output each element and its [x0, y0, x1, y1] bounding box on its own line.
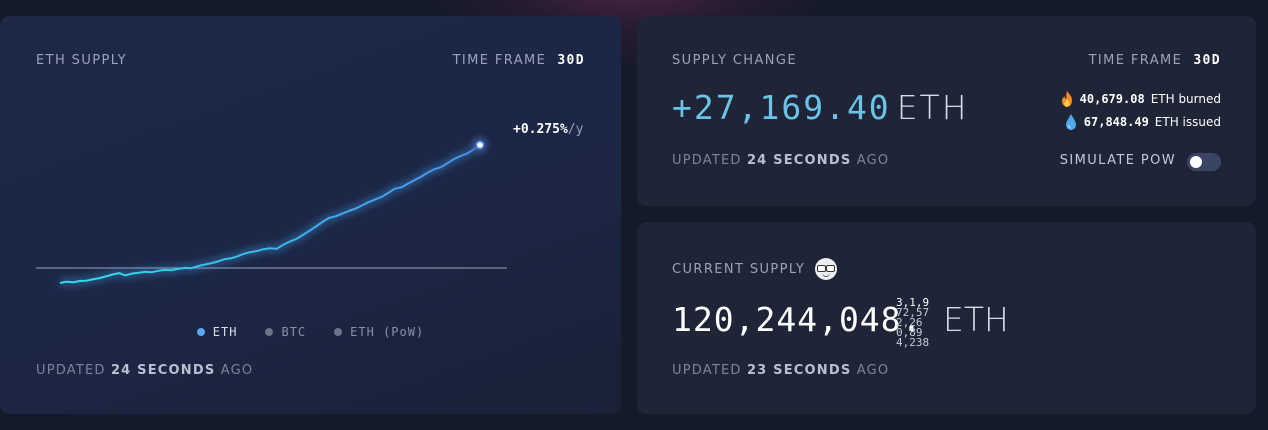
fire-icon: [1061, 91, 1072, 107]
legend-item-btc[interactable]: BTC: [265, 325, 306, 339]
supply-change-unit: ETH: [896, 88, 969, 127]
issued-label: ETH issued: [1154, 115, 1221, 129]
updated-prefix: UPDATED: [672, 363, 742, 378]
issued-value: 67,848.49: [1083, 115, 1149, 129]
updated-suffix: AGO: [220, 363, 254, 378]
fraction-line: 4,238: [896, 336, 930, 349]
current-supply-integer: 120,244,048.: [672, 300, 923, 339]
updated-status: UPDATED 24 SECONDS AGO: [36, 363, 253, 378]
updated-prefix: UPDATED: [672, 153, 742, 168]
supply-change-card: SUPPLY CHANGE TIME FRAME 30d +27,169.40 E…: [637, 16, 1256, 206]
eth-supply-chart: [36, 132, 507, 286]
simulate-pow-label: SIMULATE PoW: [1059, 153, 1176, 168]
growth-rate-value: +0.275%: [513, 122, 568, 137]
droplet-icon: [1065, 114, 1076, 130]
fraction-line: 72,57: [896, 306, 930, 319]
updated-status: UPDATED 24 SECONDS AGO: [672, 153, 889, 168]
current-supply-title: CURRENT SUPPLY: [672, 262, 806, 277]
supply-change-amount: +27,169.40 ETH: [672, 88, 969, 127]
fraction-line: 3,1,9: [896, 296, 930, 309]
supply-change-value: +27,169.40: [672, 88, 891, 127]
burned-value: 40,679.08: [1079, 92, 1145, 106]
series-line-eth: [59, 144, 481, 284]
legend-label-btc: BTC: [281, 325, 307, 339]
timeframe-value[interactable]: 30d: [557, 53, 585, 68]
growth-rate-unit: /y: [567, 122, 584, 137]
timeframe-value[interactable]: 30d: [1193, 53, 1221, 68]
issued-row: 67,848.49 ETH issued: [1064, 114, 1221, 130]
legend-dot-btc: [265, 328, 274, 336]
legend-label-eth: ETH: [212, 325, 238, 339]
burned-label: ETH burned: [1150, 92, 1221, 106]
updated-prefix: UPDATED: [36, 363, 106, 378]
nerd-face-icon: [815, 258, 837, 280]
updated-status: UPDATED 23 SECONDS AGO: [672, 363, 889, 378]
series-line-glow: [59, 142, 482, 286]
legend-item-eth-pow[interactable]: ETH (PoW): [334, 325, 424, 339]
burned-row: 40,679.08 ETH burned: [1060, 91, 1221, 107]
updated-time: 23 SECONDS: [746, 363, 852, 378]
updated-time: 24 SECONDS: [110, 363, 216, 378]
fraction-line: 0,89: [896, 326, 923, 339]
supply-change-title: SUPPLY CHANGE: [672, 53, 797, 68]
latest-point-marker: [475, 140, 485, 150]
updated-suffix: AGO: [856, 153, 890, 168]
legend-label-eth-pow: ETH (PoW): [350, 325, 425, 339]
eth-supply-title: ETH SUPPLY: [36, 53, 127, 68]
eth-supply-card: ETH SUPPLY TIME FRAME 30d +0.275%/y: [0, 16, 621, 414]
fraction-line: 2,26: [896, 316, 923, 329]
current-supply-unit: ETH: [943, 300, 1009, 339]
supply-fraction-digits: 3,1,9 72,57 2,26 0,89 4,238: [896, 296, 930, 349]
current-supply-card: CURRENT SUPPLY 120,244,048. 3,1,9 72,57 …: [637, 222, 1256, 414]
simulate-pow-toggle[interactable]: [1187, 153, 1221, 171]
legend-dot-eth-pow: [334, 328, 343, 336]
legend-item-eth[interactable]: ETH: [196, 325, 238, 339]
updated-suffix: AGO: [856, 363, 890, 378]
timeframe-selector[interactable]: TIME FRAME 30d: [453, 53, 585, 68]
legend-dot-eth: [196, 328, 205, 336]
growth-rate-label: +0.275%/y: [513, 122, 583, 137]
timeframe-label: TIME FRAME: [452, 53, 547, 68]
toggle-knob: [1190, 156, 1202, 168]
timeframe-selector[interactable]: TIME FRAME 30d: [1089, 53, 1221, 68]
chart-legend: ETH BTC ETH (PoW): [0, 325, 621, 339]
timeframe-label: TIME FRAME: [1088, 53, 1183, 68]
updated-time: 24 SECONDS: [746, 153, 852, 168]
